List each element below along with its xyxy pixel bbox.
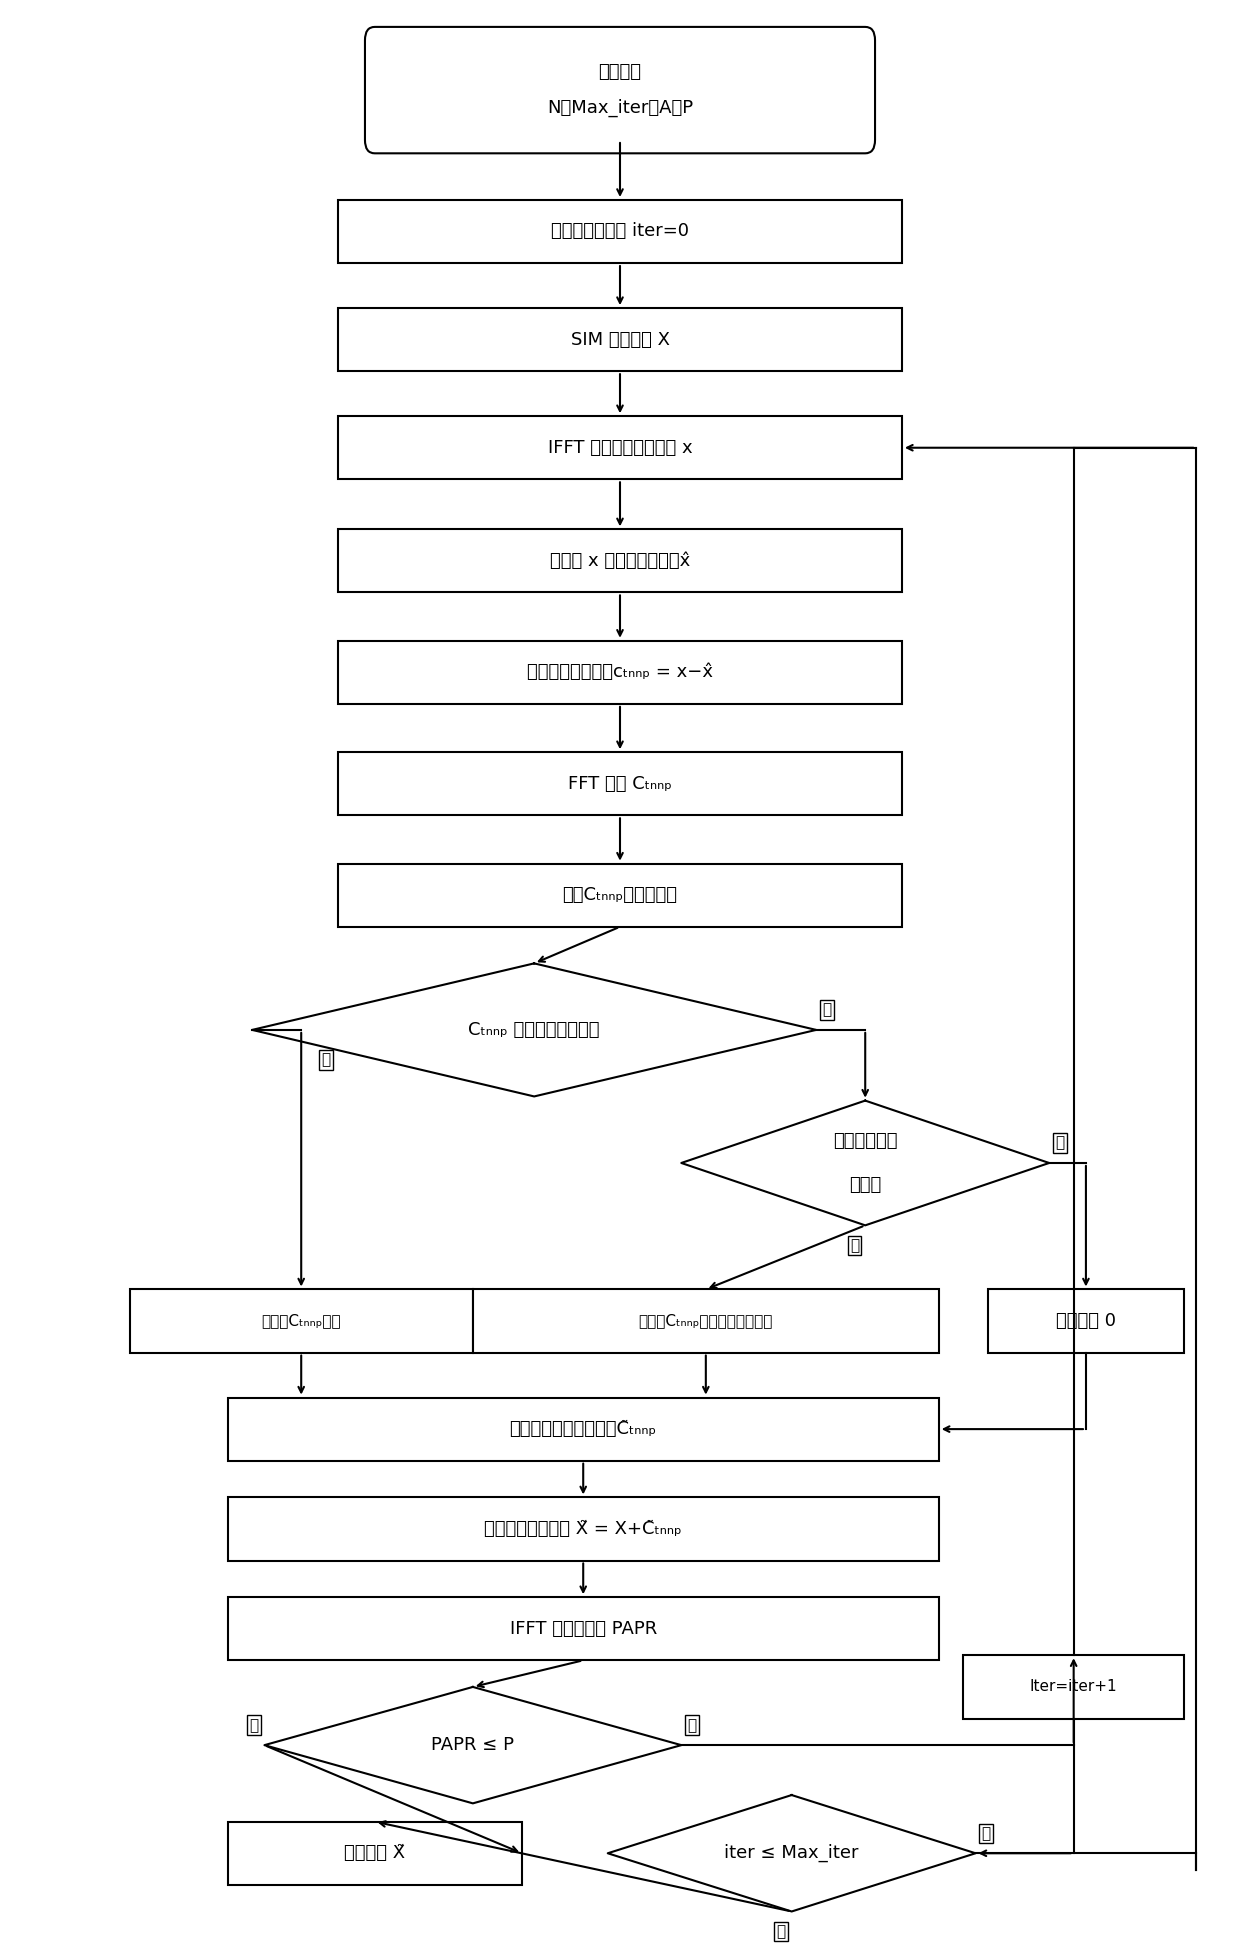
Text: 该符号置 0: 该符号置 0 bbox=[1056, 1312, 1116, 1330]
Bar bbox=[339, 641, 901, 705]
Polygon shape bbox=[681, 1100, 1049, 1225]
Text: 初始化迭代次数 iter=0: 初始化迭代次数 iter=0 bbox=[551, 222, 689, 241]
Bar bbox=[228, 1597, 939, 1661]
Polygon shape bbox=[252, 964, 816, 1096]
Text: 否: 否 bbox=[982, 1826, 991, 1840]
Bar bbox=[339, 308, 901, 372]
Text: Iter=iter+1: Iter=iter+1 bbox=[1030, 1680, 1117, 1694]
Text: 扩展后的发送信号 X̃ = X+C̃ₜₙₙₚ: 扩展后的发送信号 X̃ = X+C̃ₜₙₙₚ bbox=[485, 1521, 682, 1538]
Text: IFFT 变换得到时域信号 x: IFFT 变换得到时域信号 x bbox=[548, 438, 692, 458]
Text: 是: 是 bbox=[776, 1924, 785, 1939]
Text: 得到峰値抗消信号cₜₙₙₚ = x−x̂: 得到峰値抗消信号cₜₙₙₚ = x−x̂ bbox=[527, 664, 713, 681]
Bar bbox=[339, 530, 901, 592]
Text: N、Max_iter、A、P: N、Max_iter、A、P bbox=[547, 99, 693, 117]
Bar bbox=[129, 1289, 472, 1353]
Bar bbox=[228, 1398, 939, 1460]
Text: 扩展域: 扩展域 bbox=[849, 1176, 882, 1194]
Text: 发送信号 X̃: 发送信号 X̃ bbox=[345, 1844, 405, 1861]
Text: 对信号 x 做限幅操作得到x̂: 对信号 x 做限幅操作得到x̂ bbox=[549, 551, 691, 570]
Text: SIM 调制信号 X: SIM 调制信号 X bbox=[570, 331, 670, 349]
Text: 判断Cₜₙₙₚ的扩展区域: 判断Cₜₙₙₚ的扩展区域 bbox=[563, 886, 677, 903]
Text: Cₜₙₙₚ 符号在空余载波上: Cₜₙₙₚ 符号在空余载波上 bbox=[469, 1020, 600, 1040]
Bar bbox=[339, 417, 901, 479]
Text: 是: 是 bbox=[321, 1051, 330, 1067]
Polygon shape bbox=[264, 1686, 681, 1803]
Text: 保留该Cₜₙₙₚ符号: 保留该Cₜₙₙₚ符号 bbox=[262, 1314, 341, 1328]
Text: IFFT 到时域计算 PAPR: IFFT 到时域计算 PAPR bbox=[510, 1620, 657, 1637]
Text: 是: 是 bbox=[249, 1717, 258, 1733]
Text: 输入参数: 输入参数 bbox=[599, 62, 641, 82]
Polygon shape bbox=[608, 1795, 976, 1912]
Bar bbox=[963, 1655, 1184, 1719]
Text: 否: 否 bbox=[687, 1717, 697, 1733]
FancyBboxPatch shape bbox=[365, 27, 875, 154]
Text: PAPR ≤ P: PAPR ≤ P bbox=[432, 1737, 515, 1754]
Text: 实部或虚部在: 实部或虚部在 bbox=[833, 1131, 898, 1149]
Bar bbox=[228, 1822, 522, 1885]
Text: 保留该Cₜₙₙₚ符号的实部或虚部: 保留该Cₜₙₙₚ符号的实部或虚部 bbox=[639, 1314, 773, 1328]
Text: iter ≤ Max_iter: iter ≤ Max_iter bbox=[724, 1844, 859, 1863]
Bar bbox=[988, 1289, 1184, 1353]
Bar bbox=[339, 864, 901, 927]
Text: 否: 否 bbox=[822, 1003, 832, 1018]
Text: 是: 是 bbox=[849, 1238, 859, 1252]
Text: FFT 得到 Cₜₙₙₚ: FFT 得到 Cₜₙₙₚ bbox=[568, 775, 672, 792]
Bar bbox=[472, 1289, 939, 1353]
Text: 否: 否 bbox=[1055, 1135, 1064, 1151]
Bar bbox=[339, 752, 901, 816]
Bar bbox=[228, 1497, 939, 1560]
Text: 得到扩展后的抗消信号C̃ₜₙₙₚ: 得到扩展后的抗消信号C̃ₜₙₙₚ bbox=[510, 1419, 657, 1439]
Bar bbox=[339, 201, 901, 263]
